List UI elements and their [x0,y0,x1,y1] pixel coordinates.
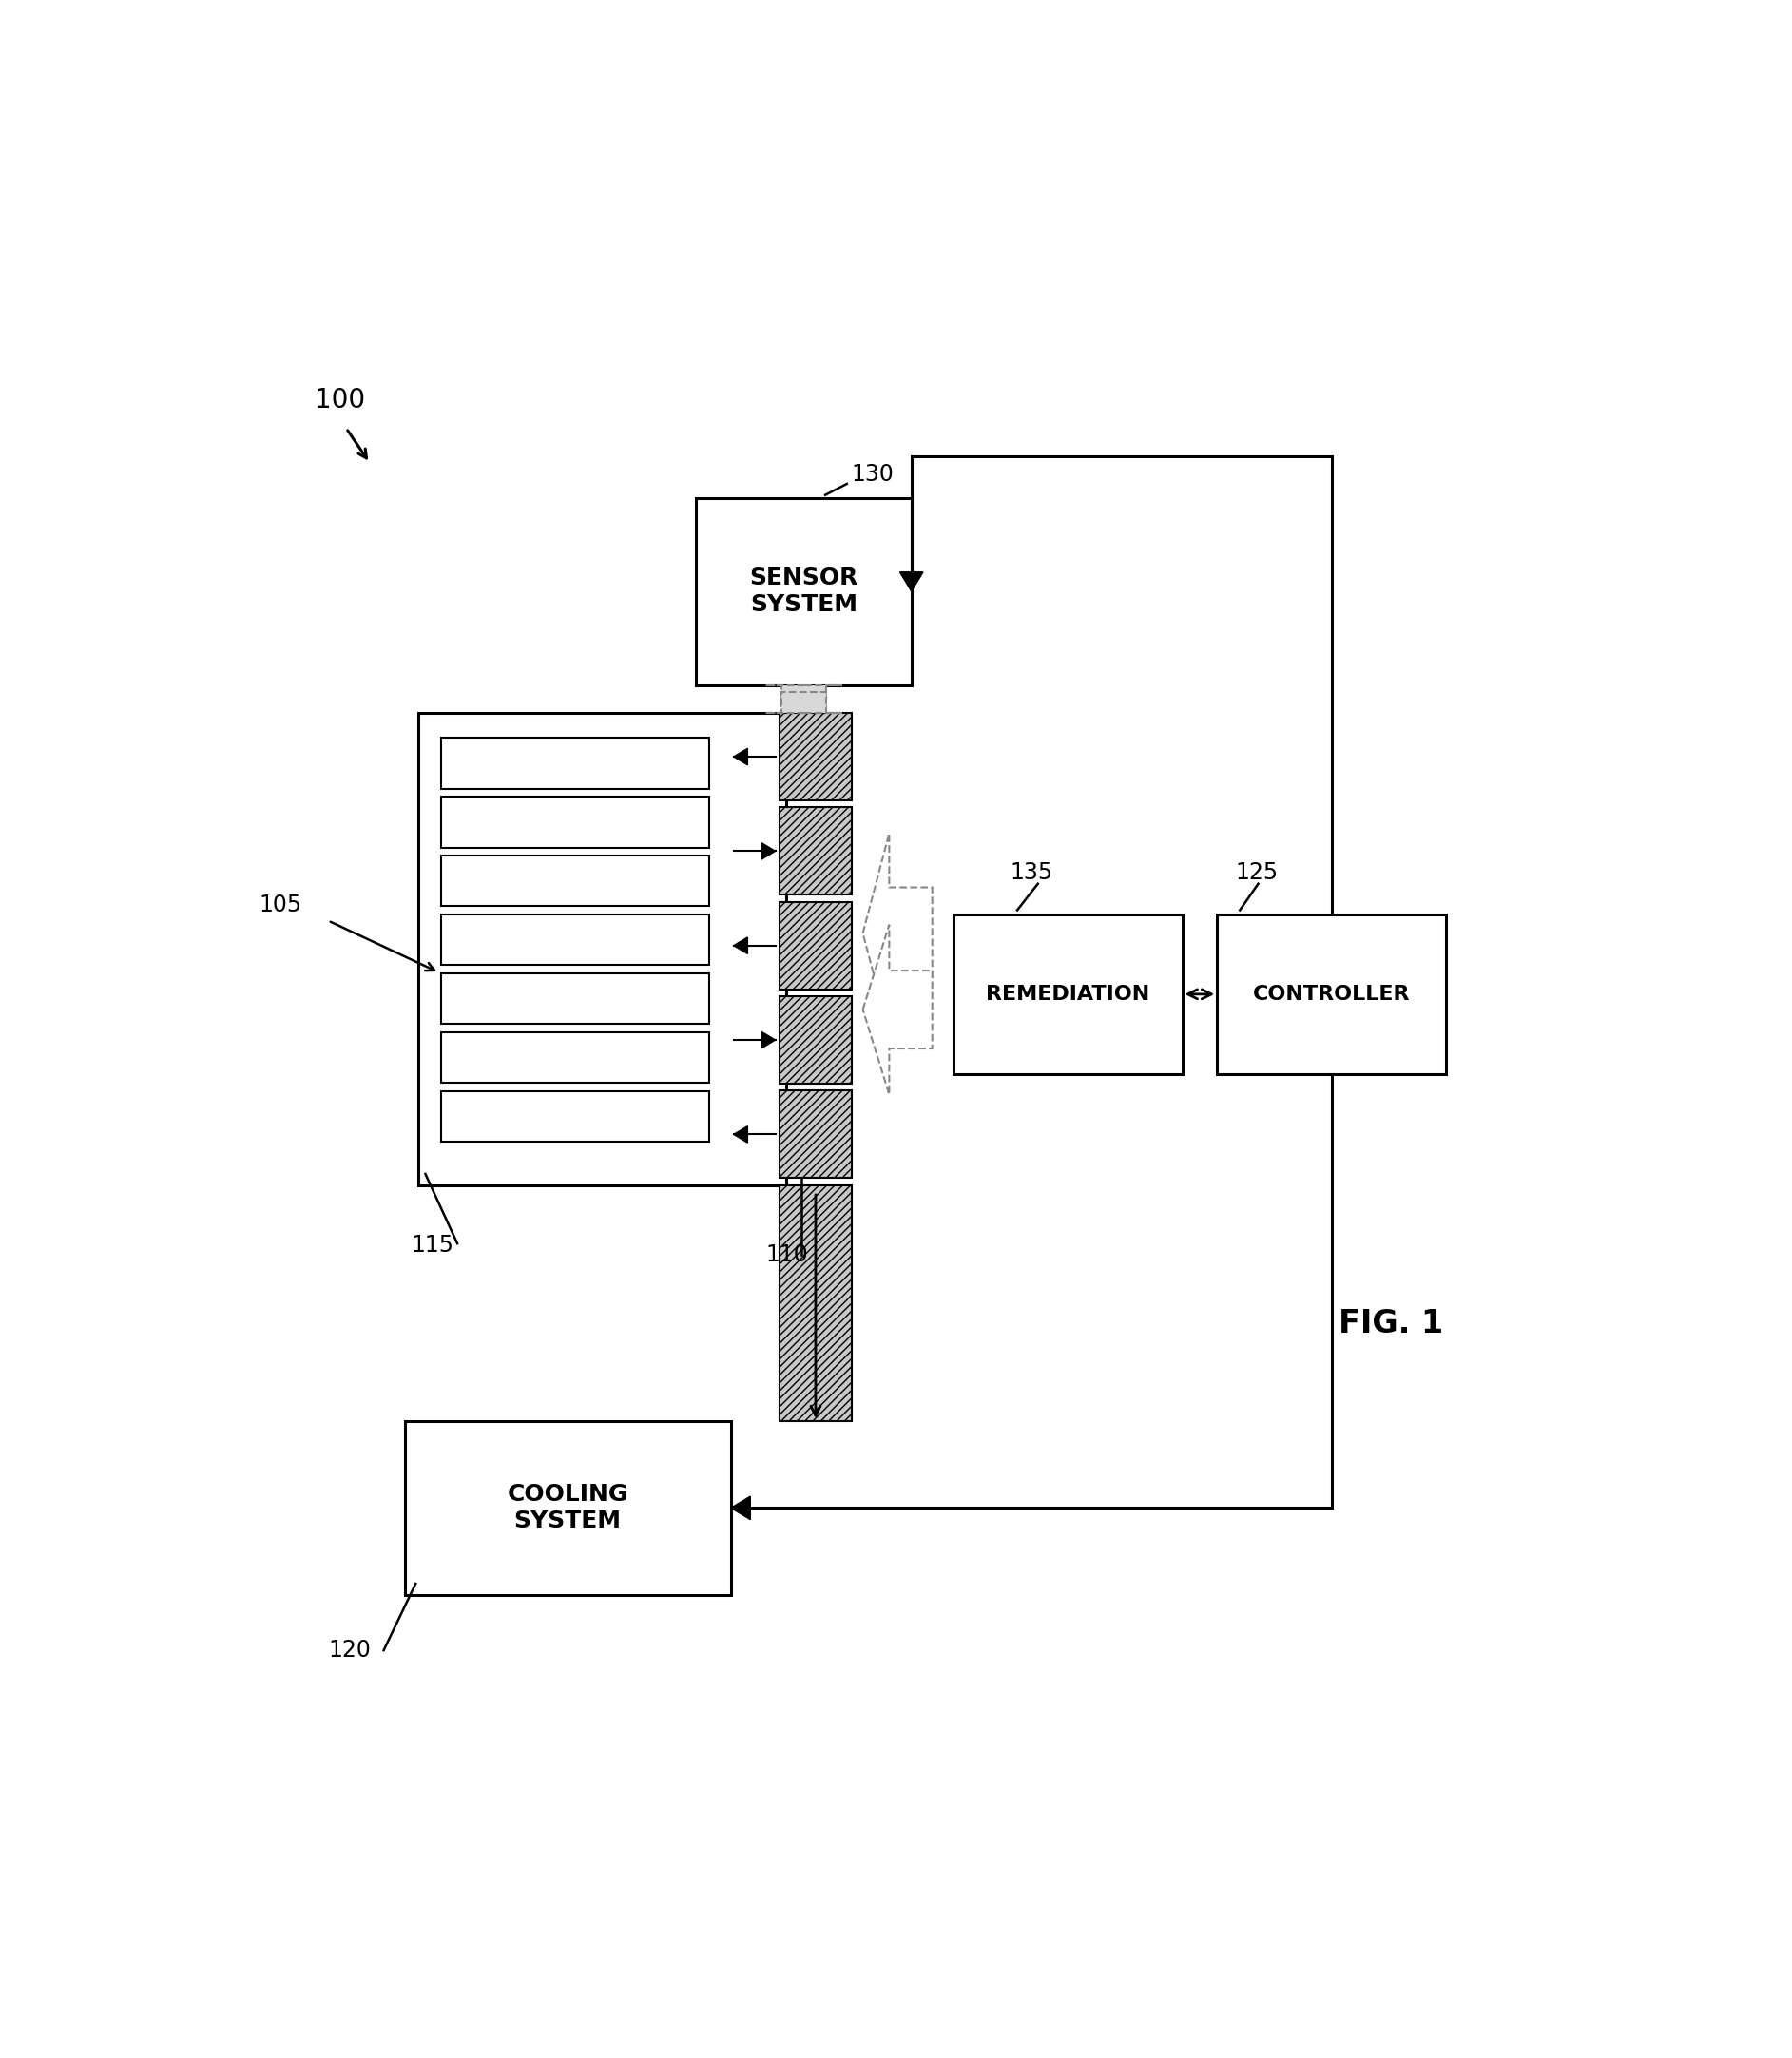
Bar [953,914,1183,1074]
Polygon shape [733,936,747,955]
Bar [441,796,710,848]
Bar [441,973,710,1025]
Text: SENSOR
SYSTEM: SENSOR SYSTEM [749,566,858,615]
Bar [780,807,851,895]
Text: 125: 125 [1235,862,1278,885]
Polygon shape [864,924,932,1095]
Bar [441,1091,710,1142]
Bar [1217,914,1446,1074]
Bar [441,739,710,788]
Bar [780,901,851,990]
Bar [780,712,851,801]
Text: 135: 135 [1011,862,1054,885]
Polygon shape [731,1496,751,1519]
Text: CONTROLLER: CONTROLLER [1253,984,1410,1004]
Bar [441,856,710,906]
Bar [780,1091,851,1177]
Polygon shape [765,685,842,706]
Polygon shape [765,691,842,712]
Text: REMEDIATION: REMEDIATION [986,984,1150,1004]
Text: 110: 110 [765,1243,808,1266]
Polygon shape [864,833,932,1033]
Text: FIG. 1: FIG. 1 [1339,1309,1443,1340]
Text: 105: 105 [258,893,301,916]
Text: 130: 130 [851,463,894,486]
Polygon shape [900,572,923,591]
Bar [405,1422,731,1595]
Text: 120: 120 [328,1638,371,1663]
Bar [780,1185,851,1422]
Polygon shape [733,1126,747,1142]
Text: COOLING
SYSTEM: COOLING SYSTEM [507,1484,629,1533]
Polygon shape [762,1031,776,1048]
Polygon shape [762,844,776,860]
Bar [695,498,912,685]
Text: 115: 115 [412,1233,453,1257]
Polygon shape [733,749,747,766]
Text: 100: 100 [314,387,366,414]
Bar [780,996,851,1085]
Bar [441,914,710,965]
Bar [419,712,787,1185]
Bar [441,1033,710,1083]
